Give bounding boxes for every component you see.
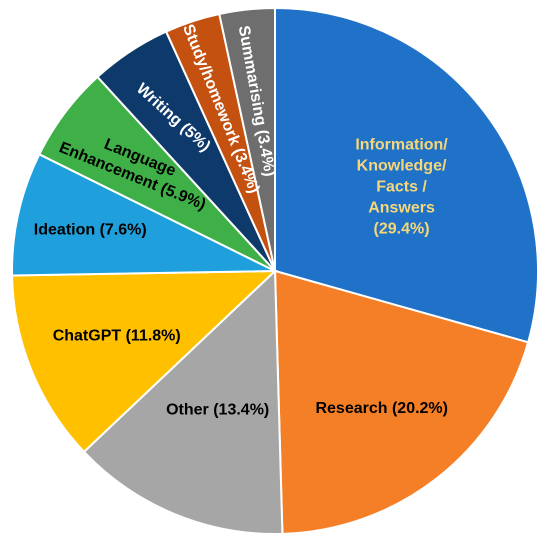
slice-label: ChatGPT (11.8%)	[53, 328, 181, 345]
pie-slice	[11, 269, 278, 454]
slice-label-line: ChatGPT (11.8%)	[53, 328, 181, 345]
slice-label-line: Other (13.4%)	[166, 402, 269, 419]
slice-label-line: Knowledge/	[357, 157, 447, 174]
pie-slice	[218, 6, 276, 272]
slice-label-line: Ideation (7.6%)	[34, 221, 147, 238]
slice-label-line: (29.4%)	[374, 220, 430, 237]
slice-label-line: Facts /	[376, 178, 427, 195]
pie-slice	[82, 268, 284, 535]
pie-slice	[273, 269, 530, 535]
slice-label: Ideation (7.6%)	[34, 221, 147, 238]
slice-label-line: Research (20.2%)	[315, 400, 448, 417]
pie-slice	[11, 152, 276, 277]
slice-label: Research (20.2%)	[315, 400, 448, 417]
slice-label-line: Information/	[355, 136, 448, 153]
slice-label-line: Answers	[368, 199, 435, 216]
slice-label: Other (13.4%)	[166, 402, 269, 419]
pie-slice	[274, 6, 539, 344]
slice-label: Information/Knowledge/Facts / Answers (29.…	[355, 136, 448, 237]
